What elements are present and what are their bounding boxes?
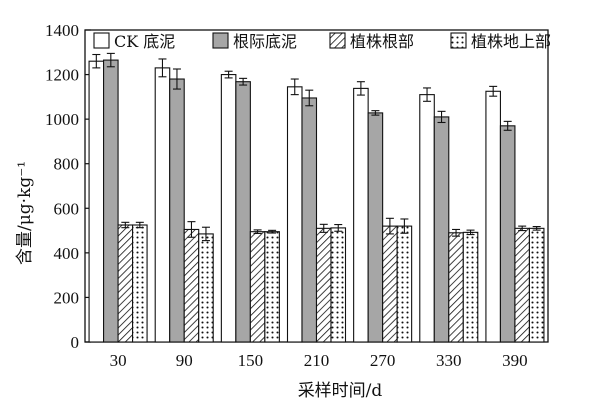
bar [367,112,384,343]
y-tick-label: 0 [71,333,80,352]
x-tick-label: 330 [436,351,462,370]
bar [264,231,280,343]
bar [499,125,516,343]
bar [528,227,545,343]
y-tick-label: 1400 [45,21,79,40]
x-axis-title: 采样时间/d [298,381,383,401]
bar [169,78,185,343]
bar [103,59,119,343]
legend-swatch [329,32,346,49]
bar [514,227,530,343]
bar [485,90,501,343]
bar [330,227,347,343]
y-tick-label: 600 [54,199,80,218]
x-tick-label: 90 [176,351,193,370]
bar [88,60,105,343]
bar [249,231,266,343]
bar [448,232,464,343]
legend: CK 底泥 根际底泥 植株根部 植株地上部 [93,32,551,51]
y-tick-label: 200 [54,288,80,307]
y-tick-label: 1000 [45,110,79,129]
bar [117,224,134,343]
bar [220,74,237,343]
y-tick-label: 1200 [45,66,79,85]
legend-swatch [212,32,229,49]
bar [198,233,214,343]
y-axis-title: 含量/μg·kg⁻¹ [15,161,35,265]
x-tick-label: 270 [370,351,396,370]
bar [315,227,332,343]
legend-label: 植株根部 [350,32,414,51]
bar [433,116,450,343]
legend-label: CK 底泥 [114,32,175,51]
bar [154,67,171,343]
legend-label: 植株地上部 [471,32,551,51]
legend-swatch [93,32,110,49]
bar [396,225,413,343]
bar [286,86,303,343]
bar [462,231,479,343]
x-tick-label: 390 [502,351,528,370]
bar [382,225,398,343]
bar [419,94,435,343]
bar [353,87,369,343]
plot-area: 0 200 400 600 800 1000 1200 1400 30 90 150 210 270 33… [45,21,549,370]
y-tick-label: 800 [54,155,80,174]
x-tick-label: 210 [304,351,330,370]
x-tick-label: 30 [110,351,127,370]
bar [132,224,148,343]
x-tick-label: 150 [238,351,264,370]
legend-label: 根际底泥 [233,32,297,51]
bar [235,81,251,343]
bar [183,228,200,343]
y-tick-label: 400 [54,244,80,263]
bar [301,97,318,343]
legend-swatch [450,32,467,49]
